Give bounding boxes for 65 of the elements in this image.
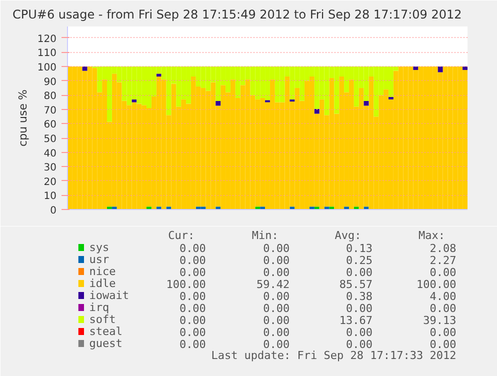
text: 59.42 [256, 278, 290, 291]
text: 0.00 [179, 290, 206, 303]
text: 0.00 [263, 326, 290, 339]
text: 2.08 [430, 242, 456, 255]
text: 0.00 [263, 254, 290, 267]
text: 0.00 [179, 326, 206, 339]
y-tick-label: 90 [44, 76, 57, 88]
text: 13.67 [339, 314, 373, 327]
legend-label: iowait [89, 289, 129, 302]
text: 0.00 [179, 302, 206, 315]
text: 0.00 [263, 302, 290, 315]
text: 0.00 [179, 314, 206, 327]
text: Max: [418, 229, 445, 242]
legend-label: soft [89, 313, 116, 326]
text: Min: [252, 229, 278, 242]
text: 0.00 [263, 242, 290, 255]
y-tick-label: 20 [44, 176, 57, 188]
legend-label: nice [89, 265, 116, 278]
text: 0.13 [346, 242, 373, 255]
y-tick-label: 60 [44, 120, 57, 131]
y-tick-label: 80 [44, 91, 57, 102]
text: 4.00 [430, 290, 456, 303]
text: 0.00 [179, 266, 206, 279]
text: 39.13 [423, 314, 456, 327]
y-tick-label: 100 [37, 62, 57, 74]
text: 0.00 [263, 338, 290, 351]
text: Avg: [334, 229, 362, 242]
y-tick-label: 30 [44, 162, 57, 174]
legend-label: usr [89, 253, 110, 266]
text: 0.00 [430, 266, 456, 279]
legend-label: steal [89, 325, 122, 338]
text: 0.00 [346, 302, 373, 315]
text: 2.27 [430, 254, 456, 267]
text: 0.00 [179, 242, 206, 255]
text: 0.00 [179, 254, 206, 267]
text: 0.00 [346, 326, 373, 339]
chart-title: CPU#6 usage - from Fri Sep 28 17:15:49 2012 to Fri Sep 28 17:17:09 2012 [12, 8, 462, 22]
text: Last update: Fri Sep 28 17:17:33 2012 [211, 349, 456, 362]
text: 0.00 [346, 338, 373, 351]
text: 0.00 [430, 302, 456, 315]
text: 0.00 [263, 290, 290, 303]
text: 100.00 [166, 278, 206, 291]
legend-label: idle [89, 277, 116, 290]
legend-label: irq [89, 301, 110, 314]
text: Cur: [168, 229, 195, 242]
y-tick-label: 40 [44, 148, 57, 160]
legend-label: guest [89, 337, 122, 350]
y-tick-label: 50 [44, 134, 57, 146]
text: 100.00 [416, 278, 456, 291]
y-axis-title: cpu use % [16, 90, 30, 146]
y-tick-label: 0 [50, 206, 57, 216]
text: 85.57 [339, 278, 373, 291]
text: 0.00 [179, 338, 206, 351]
legend-label: sys [89, 241, 110, 254]
text: 0.00 [263, 314, 290, 327]
text: 0.00 [430, 326, 456, 339]
text: 0.38 [346, 290, 373, 303]
y-tick-label: 10 [44, 191, 57, 202]
y-tick-label: 70 [44, 105, 57, 116]
text: 0.00 [430, 338, 456, 351]
text: 0.25 [346, 254, 373, 267]
text: 0.00 [263, 266, 290, 279]
text: 0.00 [346, 266, 373, 279]
y-tick-label: 110 [37, 48, 57, 60]
y-tick-label: 120 [37, 34, 57, 45]
